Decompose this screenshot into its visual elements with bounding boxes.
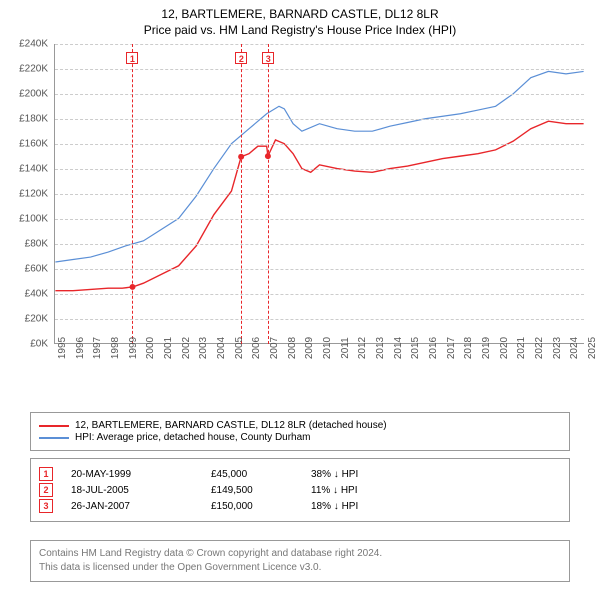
x-tick-label: 2011 <box>340 337 351 359</box>
transaction-row: 1 20-MAY-1999£45,00038% ↓ HPI <box>39 467 561 481</box>
x-tick-label: 2004 <box>216 337 227 359</box>
transaction-row: 3 26-JAN-2007£150,00018% ↓ HPI <box>39 499 561 513</box>
y-tick-label: £240K <box>0 39 48 50</box>
x-tick-label: 2025 <box>587 337 598 359</box>
transactions-box: 1 20-MAY-1999£45,00038% ↓ HPI 2 18-JUL-2005… <box>30 458 570 522</box>
x-tick-label: 2023 <box>552 337 563 359</box>
x-tick-label: 2012 <box>357 337 368 359</box>
y-tick-label: £180K <box>0 114 48 125</box>
y-tick-label: £160K <box>0 139 48 150</box>
gridline-h <box>55 169 584 170</box>
y-tick-label: £120K <box>0 189 48 200</box>
y-tick-label: £40K <box>0 289 48 300</box>
y-tick-label: £220K <box>0 64 48 75</box>
title-line-2: Price paid vs. HM Land Registry's House … <box>0 22 600 38</box>
x-tick-label: 2003 <box>198 337 209 359</box>
x-tick-label: 1995 <box>57 337 68 359</box>
x-tick-label: 2017 <box>446 337 457 359</box>
gridline-h <box>55 219 584 220</box>
x-tick-label: 2024 <box>569 337 580 359</box>
legend-label: HPI: Average price, detached house, Coun… <box>75 432 311 443</box>
gridline-h <box>55 119 584 120</box>
transaction-delta: 11% ↓ HPI <box>311 485 358 496</box>
x-tick-label: 2016 <box>428 337 439 359</box>
footer-line-2: This data is licensed under the Open Gov… <box>39 561 561 575</box>
footer-line-1: Contains HM Land Registry data © Crown c… <box>39 547 561 561</box>
chart-area: 1 2 3 £0K £20K £40K £60K £80K £100K £120K £140K £1… <box>0 44 600 374</box>
x-tick-label: 1996 <box>75 337 86 359</box>
gridline-h <box>55 244 584 245</box>
transaction-price: £149,500 <box>211 485 311 496</box>
x-tick-label: 2006 <box>251 337 262 359</box>
y-tick-label: £140K <box>0 164 48 175</box>
x-tick-label: 2005 <box>234 337 245 359</box>
legend-box: 12, BARTLEMERE, BARNARD CASTLE, DL12 8LR… <box>30 412 570 451</box>
x-tick-label: 2019 <box>481 337 492 359</box>
x-tick-label: 2022 <box>534 337 545 359</box>
event-marker-badge: 3 <box>262 52 274 64</box>
series-line-price_paid <box>55 121 583 290</box>
transaction-date: 18-JUL-2005 <box>71 485 211 496</box>
y-tick-label: £20K <box>0 314 48 325</box>
x-tick-label: 1997 <box>92 337 103 359</box>
transaction-price: £150,000 <box>211 501 311 512</box>
transaction-date: 20-MAY-1999 <box>71 469 211 480</box>
event-vline <box>132 44 133 344</box>
transaction-badge: 2 <box>39 483 53 497</box>
transaction-date: 26-JAN-2007 <box>71 501 211 512</box>
chart-container: 12, BARTLEMERE, BARNARD CASTLE, DL12 8LR… <box>0 0 600 590</box>
gridline-h <box>55 294 584 295</box>
legend-label: 12, BARTLEMERE, BARNARD CASTLE, DL12 8LR… <box>75 420 387 431</box>
x-tick-label: 2009 <box>304 337 315 359</box>
transaction-price: £45,000 <box>211 469 311 480</box>
x-tick-label: 2013 <box>375 337 386 359</box>
legend-swatch <box>39 437 69 439</box>
title-block: 12, BARTLEMERE, BARNARD CASTLE, DL12 8LR… <box>0 0 600 38</box>
gridline-h <box>55 44 584 45</box>
transaction-delta: 38% ↓ HPI <box>311 469 358 480</box>
legend-swatch <box>39 425 69 427</box>
event-vline <box>268 44 269 344</box>
series-line-hpi <box>55 71 583 262</box>
event-vline <box>241 44 242 344</box>
x-tick-label: 2014 <box>393 337 404 359</box>
x-tick-label: 2007 <box>269 337 280 359</box>
x-tick-label: 2015 <box>410 337 421 359</box>
transaction-delta: 18% ↓ HPI <box>311 501 358 512</box>
x-tick-label: 2000 <box>145 337 156 359</box>
y-tick-label: £100K <box>0 214 48 225</box>
x-tick-label: 2008 <box>287 337 298 359</box>
x-tick-label: 1998 <box>110 337 121 359</box>
gridline-h <box>55 319 584 320</box>
x-tick-label: 2021 <box>516 337 527 359</box>
x-tick-label: 2001 <box>163 337 174 359</box>
plot-area: 1 2 3 <box>54 44 584 344</box>
y-tick-label: £0K <box>0 339 48 350</box>
transaction-badge: 3 <box>39 499 53 513</box>
gridline-h <box>55 69 584 70</box>
x-tick-label: 2002 <box>181 337 192 359</box>
y-tick-label: £80K <box>0 239 48 250</box>
title-line-1: 12, BARTLEMERE, BARNARD CASTLE, DL12 8LR <box>0 6 600 22</box>
gridline-h <box>55 269 584 270</box>
gridline-h <box>55 94 584 95</box>
transaction-row: 2 18-JUL-2005£149,50011% ↓ HPI <box>39 483 561 497</box>
gridline-h <box>55 144 584 145</box>
transaction-badge: 1 <box>39 467 53 481</box>
legend-row: 12, BARTLEMERE, BARNARD CASTLE, DL12 8LR… <box>39 420 561 431</box>
y-tick-label: £200K <box>0 89 48 100</box>
x-tick-label: 2020 <box>499 337 510 359</box>
y-tick-label: £60K <box>0 264 48 275</box>
x-tick-label: 1999 <box>128 337 139 359</box>
x-tick-label: 2010 <box>322 337 333 359</box>
legend-row: HPI: Average price, detached house, Coun… <box>39 432 561 443</box>
event-marker-badge: 2 <box>235 52 247 64</box>
footer-box: Contains HM Land Registry data © Crown c… <box>30 540 570 582</box>
gridline-h <box>55 194 584 195</box>
event-marker-badge: 1 <box>126 52 138 64</box>
x-tick-label: 2018 <box>463 337 474 359</box>
